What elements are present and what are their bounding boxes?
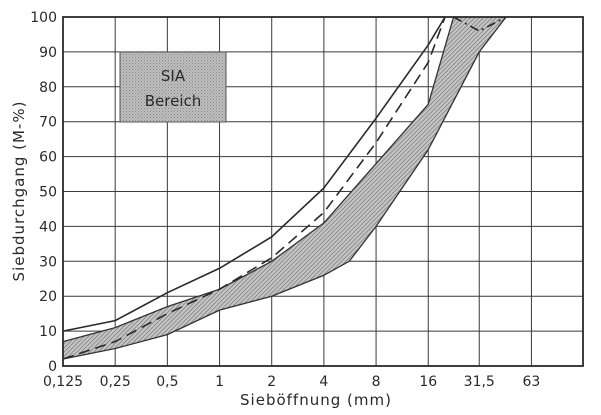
x-tick-label-0: 0,125 [43, 374, 83, 390]
x-tick-label-6: 8 [372, 374, 381, 390]
y-axis-label: Siebdurchgang (M-%) [10, 101, 28, 282]
y-tick-labels: 0 10 20 30 40 50 60 70 80 90 100 [30, 10, 57, 375]
y-tick-label-8: 80 [39, 80, 57, 96]
x-tick-label-8: 31,5 [464, 374, 495, 390]
y-tick-label-5: 50 [39, 185, 57, 201]
plot-border [62, 16, 584, 367]
solid-curve [62, 16, 446, 332]
x-tick-label-4: 2 [267, 374, 276, 390]
y-tick-label-0: 0 [48, 359, 57, 375]
x-tick-labels: 0,125 0,25 0,5 1 2 4 8 16 31,5 63 [43, 374, 540, 390]
y-tick-label-4: 40 [39, 219, 57, 235]
x-tick-label-7: 16 [419, 374, 437, 390]
legend-label-line1: SIA [161, 67, 186, 85]
y-tick-label-1: 10 [39, 324, 57, 340]
sia-range-band [62, 16, 507, 360]
legend-box: SIA Bereich [119, 51, 227, 123]
x-tick-label-5: 4 [319, 374, 328, 390]
y-tick-label-9: 90 [39, 45, 57, 61]
plot-frame [62, 16, 584, 367]
y-tick-label-7: 70 [39, 115, 57, 131]
x-tick-label-2: 0,5 [156, 374, 178, 390]
x-tick-label-3: 1 [215, 374, 224, 390]
legend-swatch [119, 51, 227, 123]
x-tick-label-9: 63 [523, 374, 541, 390]
sia-band-upper-edge [62, 16, 455, 343]
sia-band-lower-edge [62, 16, 507, 360]
curves [62, 16, 507, 360]
x-axis-label: Sieböffnung (mm) [240, 391, 392, 409]
y-tick-label-6: 60 [39, 150, 57, 166]
y-tick-label-3: 30 [39, 254, 57, 270]
y-tick-label-2: 20 [39, 289, 57, 305]
y-tick-label-10: 100 [30, 10, 57, 26]
x-tick-label-1: 0,25 [100, 374, 131, 390]
legend-label-line2: Bereich [145, 92, 202, 110]
dashed-curve [62, 16, 446, 360]
